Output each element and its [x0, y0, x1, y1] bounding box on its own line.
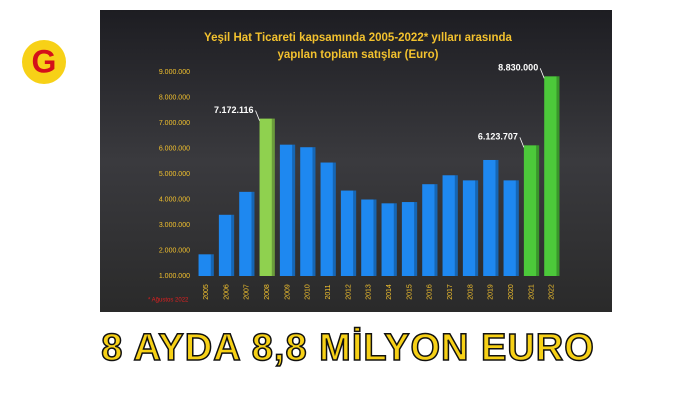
headline: 8 AYDA 8,8 MİLYON EURO: [101, 327, 595, 369]
bar: [503, 180, 519, 276]
x-tick-label: 2016: [427, 284, 434, 300]
bar: [523, 145, 540, 276]
logo-circle: [22, 40, 66, 84]
y-tick-label: 1.000.000: [159, 273, 190, 280]
bar-side: [373, 199, 377, 276]
y-tick-label: 6.000.000: [159, 145, 190, 152]
bar-side: [536, 145, 540, 276]
bar: [300, 147, 316, 276]
bar-side: [332, 162, 336, 276]
bar: [442, 175, 458, 276]
bar: [381, 203, 397, 276]
x-tick-label: 2010: [305, 284, 312, 300]
bar-side: [475, 180, 479, 276]
bar: [239, 191, 255, 276]
x-tick-label: 2015: [406, 284, 413, 300]
x-tick-label: 2022: [549, 284, 556, 300]
x-tick-label: 2011: [325, 284, 332, 299]
label-leader: [519, 137, 525, 148]
bar-side: [434, 184, 438, 276]
x-tick-label: 2008: [264, 284, 271, 300]
y-tick-label: 2.000.000: [159, 247, 190, 254]
y-tick-label: 5.000.000: [159, 171, 190, 178]
x-tick-label: 2020: [508, 284, 515, 300]
x-tick-label: 2017: [447, 284, 454, 300]
bar-side: [393, 203, 397, 276]
bar: [361, 199, 377, 276]
bar: [218, 214, 235, 276]
bar-side: [271, 118, 275, 276]
x-tick-label: 2019: [488, 284, 495, 300]
label-leader: [539, 68, 545, 79]
x-tick-label: 2009: [284, 284, 291, 300]
y-tick-label: 4.000.000: [159, 196, 190, 203]
label-leader: [255, 110, 260, 121]
x-tick-label: 2005: [203, 284, 210, 300]
value-label: 6.123.707: [478, 132, 518, 142]
chart-title: Yeşil Hat Ticareti kapsamında 2005-2022*…: [204, 32, 513, 44]
value-label: 7.172.116: [214, 105, 254, 115]
bar-side: [292, 144, 296, 276]
bar-side: [353, 190, 357, 276]
bar: [279, 144, 296, 276]
bar: [462, 180, 479, 276]
bar: [340, 190, 357, 276]
y-tick-label: 8.000.000: [159, 94, 190, 101]
y-tick-label: 7.000.000: [159, 120, 190, 127]
x-tick-label: 2006: [223, 284, 230, 300]
bar: [320, 162, 336, 276]
bar: [544, 76, 560, 277]
y-tick-label: 3.000.000: [159, 222, 190, 229]
x-tick-label: 2021: [528, 284, 535, 300]
y-tick-label: 9.000.000: [159, 69, 190, 76]
bar-side: [251, 191, 255, 276]
x-tick-label: 2013: [366, 284, 373, 300]
footnote: * Ağustos 2022: [148, 298, 189, 304]
bar-side: [312, 147, 316, 276]
x-tick-label: 2012: [345, 284, 352, 300]
bar: [198, 254, 214, 276]
bar-side: [210, 254, 214, 276]
bar-side: [231, 214, 235, 276]
bar-side: [515, 180, 519, 276]
bar: [259, 118, 275, 276]
bar-side: [495, 159, 499, 276]
x-tick-label: 2014: [386, 284, 393, 300]
bar: [401, 202, 418, 276]
x-tick-label: 2007: [244, 284, 251, 300]
logo-text: G: [32, 43, 57, 79]
x-tick-label: 2018: [467, 284, 474, 300]
bar-side: [454, 175, 458, 276]
bar: [483, 159, 499, 276]
bar-side: [414, 202, 418, 276]
bar: [422, 184, 438, 276]
bar-side: [556, 76, 560, 277]
value-label: 8.830.000: [498, 63, 538, 73]
chart-title: yapılan toplam satışlar (Euro): [277, 49, 438, 61]
